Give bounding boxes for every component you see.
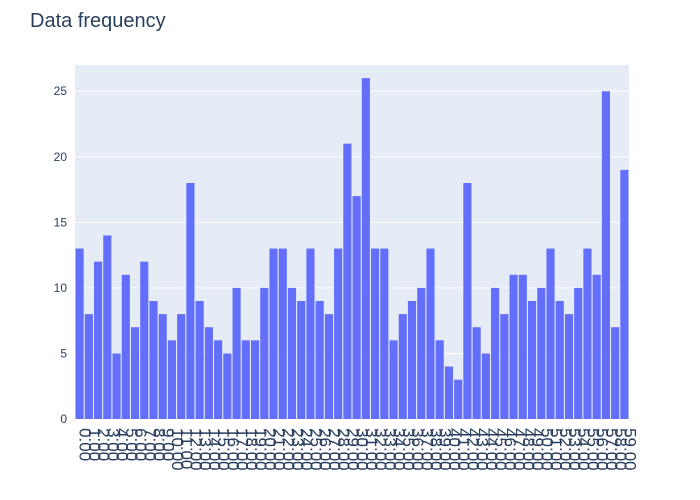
svg-text:0: 0 [60, 412, 67, 426]
svg-text:25: 25 [54, 84, 68, 98]
svg-text:20: 20 [54, 150, 68, 164]
svg-text:10: 10 [54, 281, 68, 295]
svg-text:15: 15 [54, 215, 68, 229]
svg-text:5: 5 [60, 346, 67, 360]
svg-text:59.00: 59.00 [620, 428, 639, 471]
